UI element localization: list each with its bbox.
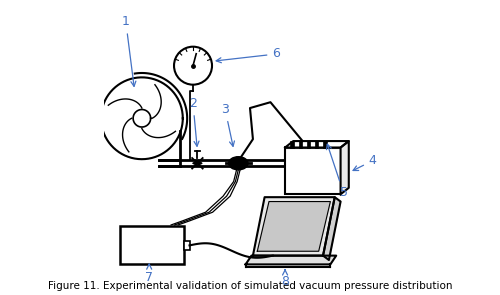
Bar: [323, 141, 326, 148]
Bar: [120, 226, 184, 264]
Polygon shape: [253, 197, 334, 256]
Text: 2: 2: [189, 97, 199, 146]
Text: 7: 7: [145, 264, 153, 284]
Text: 3: 3: [221, 103, 234, 146]
Bar: [315, 141, 318, 148]
Text: 8: 8: [281, 270, 289, 289]
Text: 5: 5: [326, 144, 347, 199]
Text: Figure 11. Experimental validation of simulated vacuum pressure distribution: Figure 11. Experimental validation of si…: [48, 281, 452, 291]
Polygon shape: [246, 256, 336, 264]
Bar: [306, 141, 310, 148]
Polygon shape: [285, 141, 349, 148]
Bar: [290, 141, 294, 148]
Text: 6: 6: [216, 47, 280, 63]
Ellipse shape: [228, 157, 248, 170]
Text: 1: 1: [122, 15, 136, 86]
Bar: [285, 148, 341, 194]
Polygon shape: [323, 197, 340, 260]
Circle shape: [174, 47, 212, 85]
Polygon shape: [340, 141, 349, 194]
Bar: [184, 241, 190, 250]
Bar: [298, 141, 302, 148]
Text: 4: 4: [353, 154, 376, 171]
Polygon shape: [258, 201, 330, 251]
